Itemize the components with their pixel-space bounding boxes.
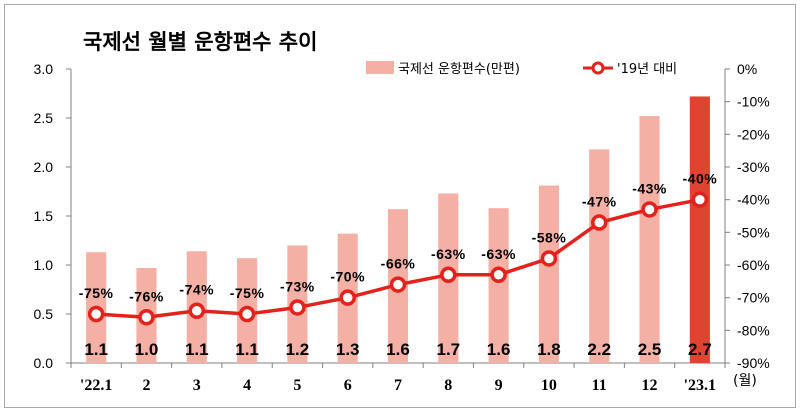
line-point [339,289,356,306]
line-point [540,250,558,267]
bar-value-label: 1.6 [386,340,410,359]
bar-value-label: 1.2 [286,340,310,359]
x-tick-label: 11 [592,377,607,394]
bar-value-label: 1.6 [487,340,511,359]
pct-value-label: -76% [129,288,164,304]
x-tick-label: 4 [243,377,251,394]
line-point [641,201,658,218]
bar [488,208,509,363]
pct-value-label: -58% [532,229,567,245]
line-point [440,266,457,284]
line-point [138,309,155,326]
x-tick-label: 10 [541,377,557,394]
bar-value-label: 1.0 [135,340,159,359]
y-left-tick-label: 1.0 [34,257,54,273]
chart: 국제선 월별 운항편수 추이 국제선 운항편수(만편) '19년 대비 0.00… [34,30,770,394]
legend-bar-label: 국제선 운항편수(만편) [398,62,520,77]
x-tick-label: '23.1 [684,377,716,394]
y-right-tick-label: -50% [737,224,770,240]
pct-value-label: -40% [683,171,718,187]
bar-series [86,96,710,363]
pct-value-label: -70% [330,269,365,285]
y-left-tick-label: 1.5 [34,208,54,224]
y-right-tick-label: -40% [737,192,770,208]
pct-value-label: -63% [481,246,516,262]
y-right-tick-label: -60% [737,257,770,273]
legend: 국제선 운항편수(만편) '19년 대비 [366,61,677,77]
chart-frame: 국제선 월별 운항편수 추이 국제선 운항편수(만편) '19년 대비 0.0 0… [4,4,796,408]
y-right-tick-label: -10% [737,94,770,110]
bar-value-label: 1.1 [185,340,209,359]
pct-value-label: -75% [79,285,114,301]
bar [538,185,559,363]
bar-value-label: 1.8 [537,340,561,359]
y-right-tick-label: -20% [737,126,770,142]
pct-value-label: -63% [431,246,466,262]
chart-title: 국제선 월별 운항편수 추이 [83,30,317,54]
y-left-ticks: 0.0 0.5 1.0 1.5 2.0 2.5 3.0 [34,61,71,371]
y-left-tick-label: 3.0 [34,61,54,77]
x-tick-label: 9 [495,377,503,394]
x-tick-label: 12 [642,377,658,394]
y-right-ticks: 0% -10% -20% -30% -40% -50% -60% -70% -80% -90% [725,61,770,371]
x-tick-label: 2 [142,377,150,394]
line-point [590,214,608,231]
bar-value-labels: 1.1 1.0 1.1 1.1 1.2 1.3 1.6 1.7 1.6 1.8 2.2 2.5 2.7 [84,340,711,359]
line-point [691,191,709,208]
bar-value-label: 2.5 [638,340,662,359]
legend-line-marker [591,61,605,75]
x-tick-label: 7 [394,377,402,394]
legend-bar-swatch [366,61,394,74]
bar [639,116,660,363]
y-right-tick-label: -90% [737,355,770,371]
x-unit-label: (월) [733,373,757,389]
pct-value-label: -43% [632,180,667,196]
pct-value-label: -66% [381,256,416,272]
bar-value-label: 1.7 [436,340,460,359]
y-right-tick-label: -30% [737,159,770,175]
bar [589,149,610,363]
y-left-tick-label: 0.0 [34,355,54,371]
pct-value-label: -47% [582,194,617,210]
bar-value-label: 2.7 [688,340,712,359]
line-point [490,266,507,284]
pct-value-labels: -75% -76% -74% -75% -73% -70% -66% -63% -63% -58%… [79,171,717,305]
line-point [87,305,105,323]
x-tick-label: 5 [293,377,301,394]
x-ticks: '22.1 2 3 4 5 6 7 8 9 10 11 12 '23.1 [70,363,726,394]
line-point [389,276,407,293]
line-point [238,305,256,323]
x-tick-label: 6 [344,377,352,394]
y-left-tick-label: 2.0 [34,159,54,175]
y-left-tick-label: 0.5 [34,306,54,322]
bar-value-label: 1.1 [84,340,108,359]
pct-value-label: -74% [179,282,214,298]
x-tick-label: 8 [444,377,452,394]
bar-value-label: 2.2 [587,340,611,359]
pct-value-label: -75% [230,285,265,301]
pct-value-label: -73% [280,278,315,294]
bar-value-label: 1.3 [336,340,360,359]
y-left-tick-label: 2.5 [34,110,54,126]
bar [689,96,710,363]
x-tick-label: 3 [193,377,201,394]
legend-line-label: '19년 대비 [617,62,677,77]
line-point [289,299,306,316]
y-right-tick-label: -70% [737,290,770,306]
line-series [87,191,709,326]
line-point [188,302,206,319]
x-tick-label: '22.1 [80,377,112,394]
bar-value-label: 1.1 [235,340,259,359]
y-right-tick-label: -80% [737,322,770,338]
y-right-tick-label: 0% [737,61,757,77]
